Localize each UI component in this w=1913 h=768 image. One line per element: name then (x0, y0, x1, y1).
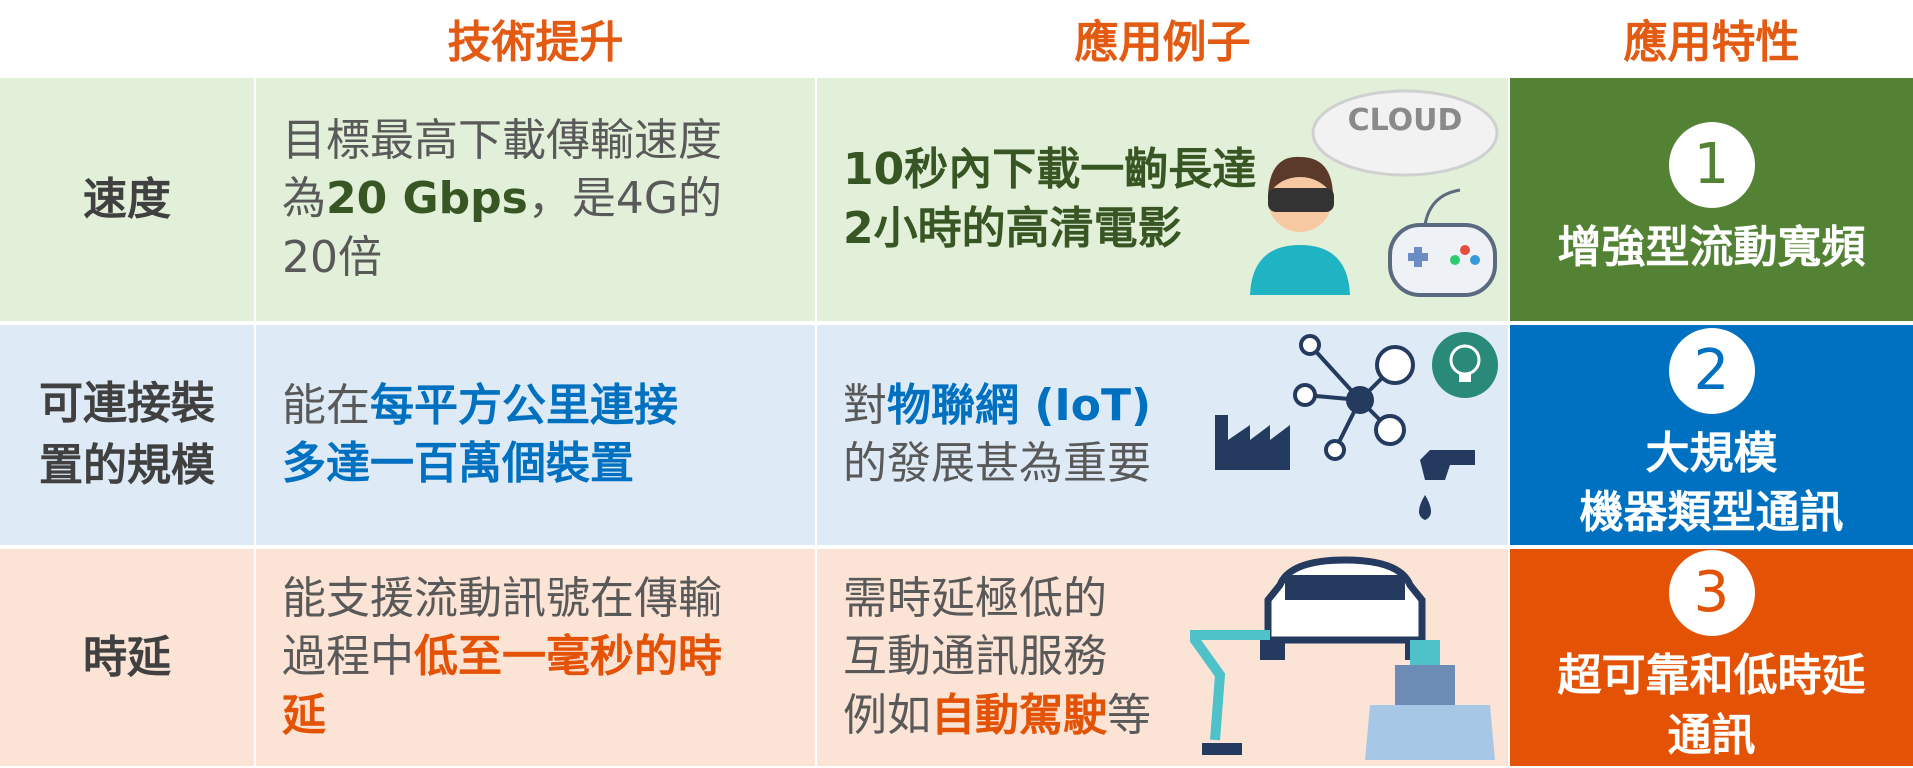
emphasis-text: 2小時的高清電影 (843, 202, 1182, 254)
vr-game-cloud-icon: CLOUD (1250, 89, 1499, 297)
body-text: 能支援流動訊號在傳輸 (282, 573, 722, 625)
text-line: 例如自動駕駛等 (843, 687, 1508, 745)
feature-text: 超可靠和低時延 (1557, 650, 1866, 702)
body-text: ，是4G的 (527, 173, 722, 225)
text-line: 2小時的高清電影 (843, 200, 1508, 258)
text-line: 的發展甚為重要 (843, 435, 1508, 493)
feature-cell: 2 大規模機器類型通訊 (1510, 325, 1913, 545)
text-line: 多達一百萬個裝置 (282, 435, 815, 493)
column-header: 應用特性 (1623, 16, 1800, 68)
technology-cell: 能在每平方公里連接 多達一百萬個裝置 (256, 325, 815, 545)
body-text: 等 (1107, 689, 1151, 741)
row-label: 可連接裝 置的規模 (0, 325, 254, 545)
emphasis-text: 物聯網 (IoT) (887, 379, 1152, 431)
label-line: 可連接裝 (39, 378, 215, 430)
body-text: 例如 (843, 689, 931, 741)
feature-number: 3 (1668, 550, 1755, 637)
column-header: 應用例子 (1074, 16, 1251, 68)
row-label: 速度 (0, 78, 254, 321)
body-text: 為 (282, 173, 326, 225)
feature-cell: 1 增強型流動寬頻 (1510, 78, 1913, 321)
emphasis-text: 20 Gbps (326, 173, 528, 225)
text-line: 為20 Gbps，是4G的 (282, 170, 815, 228)
body-text: 能在 (282, 379, 370, 431)
body-text: 目標最高下載傳輸速度 (282, 115, 722, 167)
emphasis-text: 低至一毫秒的時 (414, 631, 722, 683)
body-text: 互動通訊服務 (843, 631, 1107, 683)
emphasis-text: 多達一百萬個裝置 (282, 438, 634, 489)
technology-cell: 能支援流動訊號在傳輸 過程中低至一毫秒的時延 (256, 549, 815, 766)
feature-text: 大規模 (1645, 427, 1778, 479)
column-header: 技術提升 (447, 16, 624, 68)
label-line: 時延 (83, 631, 171, 683)
iot-icon (1215, 332, 1498, 520)
feature-text: 通訊 (1667, 709, 1756, 761)
body-text: 需時延極低的 (843, 573, 1107, 625)
label-line: 速度 (83, 173, 171, 225)
feature-text: 增強型流動寬頻 (1557, 221, 1866, 273)
emphasis-text: 自動駕駛 (931, 689, 1107, 741)
cloud-label: CLOUD (1348, 103, 1463, 138)
technology-cell: 目標最高下載傳輸速度 為20 Gbps，是4G的 20倍 (256, 78, 815, 321)
feature-cell: 3 超可靠和低時延 通訊 (1510, 549, 1913, 766)
row-label: 時延 (0, 549, 254, 766)
emphasis-text: 延 (282, 689, 326, 741)
text-line: 需時延極低的 (843, 570, 1508, 628)
text-line: 互動通訊服務 (843, 628, 1508, 686)
text-line: 過程中低至一毫秒的時 (282, 628, 815, 686)
emphasis-text: 10秒內下載一齣長達 (843, 144, 1257, 196)
label-line: 置的規模 (39, 440, 215, 491)
text-line: 能在每平方公里連接 (282, 377, 815, 435)
feature-number: 1 (1668, 121, 1755, 208)
text-line: 10秒內下載一齣長達 (843, 141, 1508, 199)
emphasis-text: 每平方公里連接 (370, 379, 678, 431)
example-cell: 10秒內下載一齣長達 2小時的高清電影 (817, 78, 1508, 321)
feature-number: 2 (1668, 327, 1755, 414)
body-text: 過程中 (282, 631, 414, 683)
automation-icon (1190, 556, 1495, 760)
feature-text: 機器類型通訊 (1579, 487, 1844, 538)
text-line: 延 (282, 687, 815, 745)
text-line: 目標最高下載傳輸速度 (282, 112, 815, 170)
text-line: 對物聯網 (IoT) (843, 377, 1508, 435)
text-line: 能支援流動訊號在傳輸 (282, 570, 815, 628)
body-text: 20倍 (282, 231, 382, 283)
body-text: 對 (843, 379, 887, 431)
body-text: 的發展甚為重要 (843, 438, 1151, 489)
text-line: 20倍 (282, 229, 815, 287)
